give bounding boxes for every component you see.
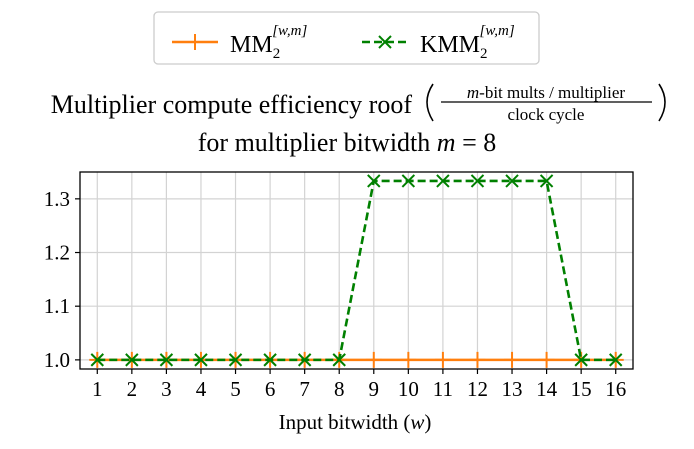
svg-text:for multiplier bitwidth m = 8: for multiplier bitwidth m = 8 [198,128,496,157]
title-main: Multiplier compute efficiency roof [51,90,413,119]
title-paren-right [658,83,666,122]
x-tick-label: 13 [502,377,523,401]
data-point-kmm [505,174,519,188]
legend-sup-kmm: [w,m] [480,23,515,39]
y-tick-label: 1.0 [44,348,70,372]
data-point-kmm [609,353,623,367]
legend-sup-mm: [w,m] [272,23,307,39]
data-point-kmm [125,353,139,367]
x-tick-label: 2 [127,377,138,401]
data-point-kmm [436,174,450,188]
x-tick-label: 9 [369,377,380,401]
marker-stroke [332,353,346,367]
legend: MM2[w,m] KMM2[w,m] [153,11,540,65]
legend-entry-mm: MM2 [w,m] [172,23,307,62]
data-point-mm [434,351,451,368]
title-fraction-denominator: clock cycle [508,105,585,124]
legend-entry-kmm: KMM2 [w,m] [362,23,515,62]
svg-text:Input bitwidth (w): Input bitwidth (w) [279,410,432,434]
plot-area: 1 2 3 4 5 6 7 8 9 10 11 12 13 14 15 16 1.01.11.21.3 [44,171,634,401]
title-line2-var: m [437,128,456,157]
data-point-kmm [574,353,588,367]
svg-text:KMM2[w,m]: KMM2 [w,m] [420,23,515,62]
legend-label-kmm: KMM [420,32,480,58]
data-point-kmm [401,174,416,188]
marker-stroke [263,353,277,367]
x-tick-label: 14 [536,377,558,401]
chart-title: Multiplier compute efficiency roof m-bit… [51,83,666,157]
y-tick-label: 1.3 [44,187,70,211]
data-point-mm [538,351,555,368]
y-axis-ticks: 1.0 1.1 1.2 1.3 [44,187,80,372]
data-point-mm [504,351,521,368]
marker-stroke [436,174,450,188]
data-point-kmm [263,353,277,367]
data-point-kmm [159,353,174,367]
x-axis-label-close: ) [424,410,431,434]
x-tick-label: 15 [571,377,592,401]
data-point-kmm [367,174,381,188]
marker-stroke [125,353,139,367]
x-tick-label: 3 [161,377,172,401]
x-axis-label: Input bitwidth ( [279,410,411,434]
title-fraction-numerator-var: m [467,83,479,102]
marker-stroke [609,353,623,367]
marker-stroke [539,174,554,188]
data-point-kmm [228,353,243,367]
data-point-mm [400,351,417,368]
marker-stroke [194,353,208,367]
x-tick-label: 6 [265,377,276,401]
data-point-kmm [470,174,485,188]
x-tick-label: 1 [92,377,103,401]
x-tick-label: 7 [299,377,310,401]
marker-stroke [297,353,312,367]
x-tick-label: 12 [467,377,488,401]
x-tick-label: 16 [605,377,626,401]
marker-stroke [367,174,381,188]
marker-stroke [574,353,588,367]
svg-text:m-bit mults / multiplier: m-bit mults / multiplier [467,83,626,102]
title-paren-left [426,83,434,122]
axes-frame [79,171,634,370]
data-point-kmm [194,353,208,367]
svg-text:MM2[w,m]: MM2 [w,m] [230,23,307,62]
data-point-kmm [539,174,554,188]
x-axis-label-var: w [410,410,424,434]
marker-stroke [90,353,104,367]
marker-stroke [505,174,519,188]
legend-sub-mm: 2 [273,46,281,62]
series-group [89,174,624,368]
data-point-kmm [90,353,104,367]
x-tick-label: 10 [398,377,419,401]
title-line2-eq: = 8 [456,128,497,157]
data-point-kmm [332,353,346,367]
series-line-kmm [97,179,616,362]
title-fraction-numerator: -bit mults / multiplier [479,83,625,102]
marker-stroke [401,174,416,188]
legend-marker-mm [187,34,203,50]
legend-sub-kmm: 2 [480,46,488,62]
legend-box [153,11,540,65]
data-point-mm [365,351,382,368]
legend-marker-kmm [378,35,392,49]
x-tick-label: 8 [334,377,345,401]
legend-label-mm: MM [230,32,273,58]
marker-stroke [470,174,485,188]
data-point-mm [469,351,486,368]
x-tick-label: 11 [433,377,453,401]
x-tick-label: 4 [196,377,207,401]
marker-stroke [228,353,243,367]
y-tick-label: 1.1 [44,294,70,318]
x-tick-label: 5 [230,377,241,401]
y-tick-label: 1.2 [44,241,70,265]
marker-stroke [159,353,174,367]
x-axis-ticks: 1 2 3 4 5 6 7 8 9 10 11 12 13 14 15 16 [92,369,626,401]
data-point-kmm [297,353,312,367]
title-line2: for multiplier bitwidth [198,128,437,157]
